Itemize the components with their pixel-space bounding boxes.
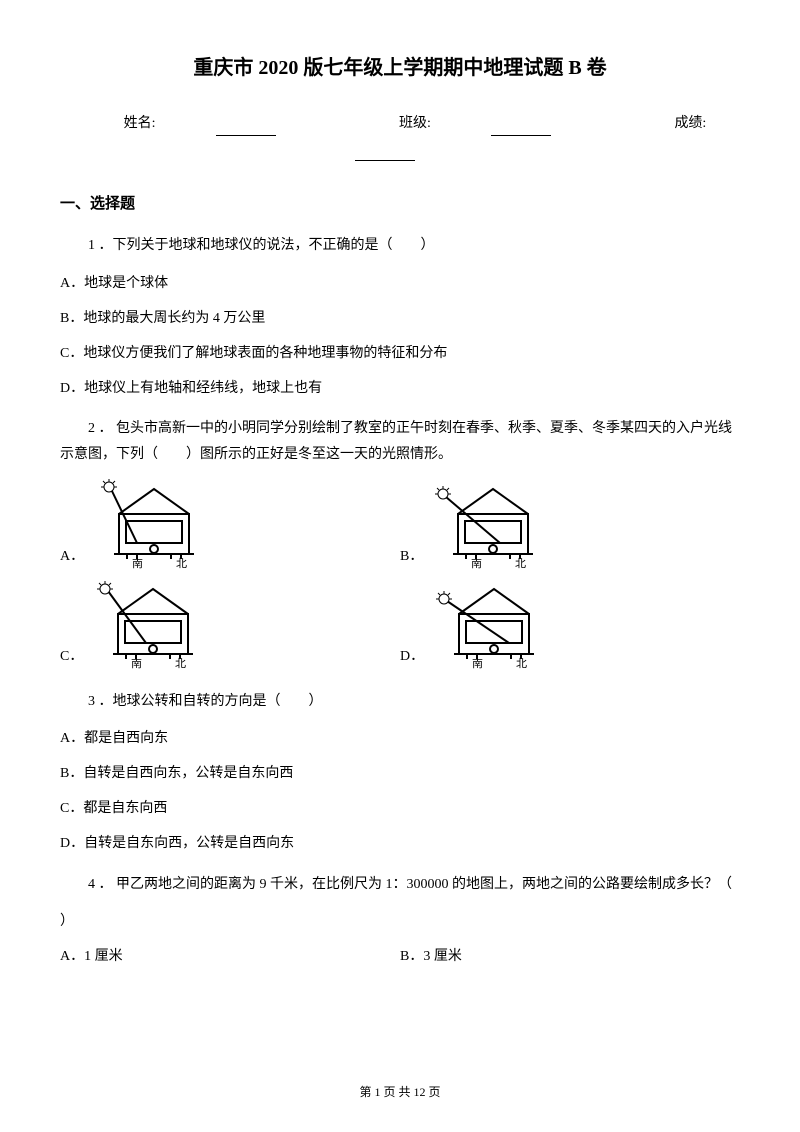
q2-stem: 2 ． 包头市高新一中的小明同学分别绘制了教室的正午时刻在春季、秋季、夏季、冬季… — [60, 416, 740, 466]
house-diagram-b: 南 北 — [428, 479, 558, 569]
q3-option-b: B．自转是自西向东，公转是自东向西 — [60, 761, 740, 786]
score-blank — [355, 160, 415, 161]
info-row: 姓名: 班级: 成绩: — [60, 111, 740, 161]
q1-option-a: A．地球是个球体 — [60, 271, 740, 296]
q4-stem: 4 ． 甲乙两地之间的距离为 9 千米，在比例尺为 1：300000 的地图上，… — [60, 872, 740, 897]
q4-option-b: B．3 厘米 — [400, 944, 740, 969]
q4-stem-2: ） — [60, 909, 740, 934]
q2-row-cd: C． — [60, 579, 740, 669]
q2-option-a: A． — [60, 479, 400, 569]
class-blank — [491, 135, 551, 136]
score-label: 成绩: — [674, 116, 706, 131]
page-title: 重庆市 2020 版七年级上学期期中地理试题 B 卷 — [60, 50, 740, 86]
q4-row-ab: A．1 厘米 B．3 厘米 — [60, 944, 740, 969]
svg-text:南: 南 — [131, 657, 142, 669]
class-label: 班级: — [399, 116, 431, 131]
svg-text:南: 南 — [132, 557, 143, 569]
q1-option-b: B．地球的最大周长约为 4 万公里 — [60, 306, 740, 331]
q2-label-a: A． — [60, 544, 84, 569]
q3-option-c: C．都是自东向西 — [60, 796, 740, 821]
q1-option-c: C．地球仪方便我们了解地球表面的各种地理事物的特征和分布 — [60, 341, 740, 366]
svg-text:北: 北 — [175, 657, 186, 669]
svg-text:南: 南 — [472, 657, 483, 669]
q2-row-ab: A． — [60, 479, 740, 569]
q3-stem: 3 ．地球公转和自转的方向是（ ） — [60, 689, 740, 714]
svg-text:南: 南 — [471, 557, 482, 569]
q2-option-c: C． — [60, 579, 400, 669]
q1-stem: 1 ．下列关于地球和地球仪的说法，不正确的是（ ） — [60, 233, 740, 258]
q3-option-d: D．自转是自东向西，公转是自西向东 — [60, 831, 740, 856]
q4-option-a: A．1 厘米 — [60, 944, 400, 969]
q3-option-a: A．都是自西向东 — [60, 726, 740, 751]
house-diagram-a: 南 北 — [89, 479, 219, 569]
section-title: 一、选择题 — [60, 191, 740, 218]
svg-text:北: 北 — [515, 557, 526, 569]
q2-option-d: D． — [400, 579, 740, 669]
q2-label-c: C． — [60, 644, 83, 669]
svg-text:北: 北 — [516, 657, 527, 669]
q2-option-b: B． — [400, 479, 740, 569]
house-diagram-c: 南 北 — [88, 579, 218, 669]
q2-label-d: D． — [400, 644, 424, 669]
page-footer: 第 1 页 共 12 页 — [0, 1082, 800, 1104]
house-diagram-d: 南 北 — [429, 579, 559, 669]
svg-text:北: 北 — [176, 557, 187, 569]
q1-option-d: D．地球仪上有地轴和经纬线，地球上也有 — [60, 376, 740, 401]
q2-label-b: B． — [400, 544, 423, 569]
name-blank — [216, 135, 276, 136]
q4-stem-1: 4 ． 甲乙两地之间的距离为 9 千米，在比例尺为 1：300000 的地图上，… — [88, 877, 732, 892]
name-label: 姓名: — [124, 116, 156, 131]
